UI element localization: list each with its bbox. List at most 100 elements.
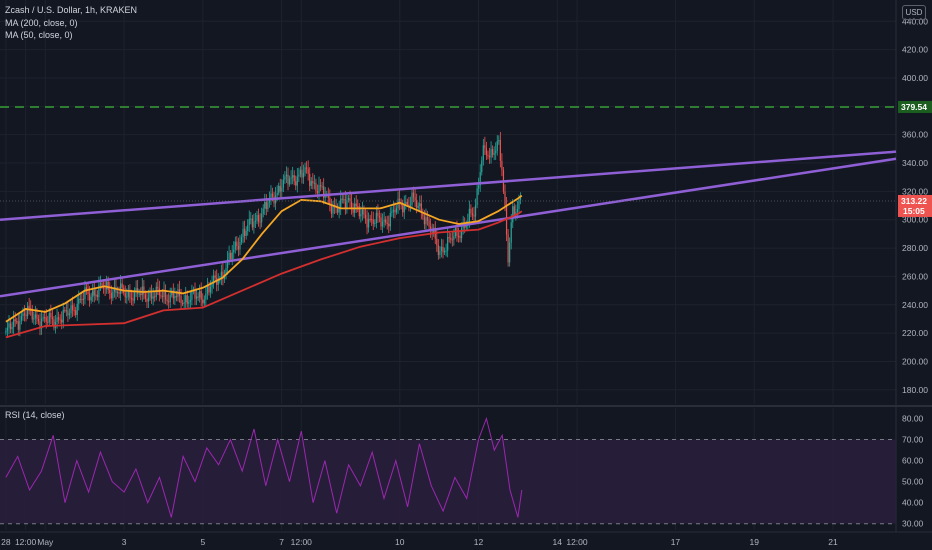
candle-body bbox=[180, 295, 182, 303]
candle-body bbox=[400, 203, 402, 206]
candle-body bbox=[507, 234, 509, 263]
candle-body bbox=[82, 299, 85, 301]
currency-button[interactable]: USD bbox=[902, 5, 926, 20]
candle-body bbox=[157, 286, 159, 289]
candle-body bbox=[457, 235, 460, 237]
candle-body bbox=[306, 167, 308, 169]
candle-body bbox=[39, 321, 41, 329]
candle-body bbox=[206, 285, 209, 294]
candle-body bbox=[73, 310, 75, 312]
candle-body bbox=[476, 188, 478, 206]
candle-body bbox=[8, 323, 10, 328]
candle-body bbox=[498, 140, 500, 142]
candle-body bbox=[78, 298, 80, 304]
ma200-legend[interactable]: MA (200, close, 0) bbox=[5, 18, 78, 28]
candle-body bbox=[383, 219, 385, 222]
candle-body bbox=[25, 314, 27, 317]
candle-body bbox=[20, 316, 23, 321]
candle-body bbox=[276, 192, 278, 196]
time-tick-label: 12 bbox=[474, 537, 484, 547]
candle-body bbox=[144, 294, 147, 299]
candle-body bbox=[391, 211, 393, 213]
candle-body bbox=[48, 312, 50, 323]
time-tick-label: 17 bbox=[671, 537, 681, 547]
candle-body bbox=[234, 241, 236, 250]
candle-body bbox=[64, 309, 66, 311]
candle-body bbox=[133, 290, 136, 301]
candle-body bbox=[161, 296, 164, 298]
candle-body bbox=[448, 237, 450, 239]
candle-body bbox=[298, 174, 300, 177]
time-tick-label: 21 bbox=[828, 537, 838, 547]
candle-body bbox=[211, 283, 213, 287]
candle-body bbox=[512, 206, 514, 223]
candle-body bbox=[140, 293, 142, 296]
candle-body bbox=[101, 283, 103, 287]
symbol-title[interactable]: Zcash / U.S. Dollar, 1h, KRAKEN bbox=[5, 5, 138, 15]
candle-body bbox=[402, 205, 404, 213]
candle-body bbox=[395, 208, 398, 213]
candle-body bbox=[447, 237, 449, 251]
candle-body bbox=[468, 208, 470, 222]
candle-body bbox=[110, 292, 112, 299]
candle-body bbox=[174, 296, 176, 299]
trendline bbox=[0, 150, 897, 221]
candle-body bbox=[516, 209, 519, 212]
candle-body bbox=[372, 219, 374, 224]
resistance-price-badge bbox=[898, 100, 932, 113]
candle-body bbox=[84, 287, 86, 300]
candle-body bbox=[115, 287, 117, 293]
time-tick-label: 3 bbox=[122, 537, 127, 547]
candle-body bbox=[132, 298, 134, 301]
candle-body bbox=[81, 299, 83, 301]
trendline bbox=[0, 157, 897, 298]
candle-body bbox=[380, 217, 382, 227]
candle-body bbox=[44, 317, 46, 319]
candle-body bbox=[13, 319, 15, 328]
candle-body bbox=[425, 217, 427, 225]
candle-body bbox=[11, 327, 13, 330]
candle-body bbox=[225, 268, 227, 276]
candle-body bbox=[50, 312, 52, 318]
candle-body bbox=[256, 215, 258, 221]
candle-body bbox=[493, 153, 495, 155]
candle-body bbox=[261, 213, 263, 223]
time-tick-label: 14 bbox=[553, 537, 563, 547]
candle-body bbox=[358, 206, 360, 217]
candle-body bbox=[487, 154, 489, 156]
candle-body bbox=[23, 313, 26, 315]
rsi-legend[interactable]: RSI (14, close) bbox=[5, 410, 65, 420]
ma50-legend[interactable]: MA (50, close, 0) bbox=[5, 30, 73, 40]
candle-body bbox=[146, 298, 148, 302]
candle-body bbox=[440, 246, 443, 251]
candle-body bbox=[164, 289, 167, 300]
candle-body bbox=[453, 236, 455, 240]
rsi-tick-label: 50.00 bbox=[902, 477, 924, 487]
candle-body bbox=[247, 225, 249, 231]
candle-body bbox=[368, 218, 370, 228]
candle-body bbox=[147, 297, 150, 302]
candle-body bbox=[96, 294, 98, 298]
candle-body bbox=[138, 293, 140, 295]
candle-body bbox=[510, 222, 512, 243]
time-tick-label: 19 bbox=[749, 537, 759, 547]
candle-body bbox=[106, 281, 108, 290]
candle-body bbox=[42, 317, 44, 319]
candle-body bbox=[329, 197, 331, 205]
candle-body bbox=[259, 221, 261, 223]
candle-body bbox=[59, 319, 61, 321]
candle-body bbox=[16, 321, 18, 323]
candles bbox=[5, 131, 522, 337]
candle-body bbox=[519, 197, 522, 200]
candle-body bbox=[439, 250, 441, 255]
candle-body bbox=[195, 296, 198, 299]
candle-body bbox=[337, 206, 339, 213]
rsi-tick-label: 70.00 bbox=[902, 435, 924, 445]
candle-body bbox=[62, 309, 64, 323]
candle-body bbox=[350, 201, 353, 209]
candle-body bbox=[27, 305, 29, 317]
candle-body bbox=[70, 305, 72, 314]
candle-body bbox=[120, 283, 122, 294]
candle-body bbox=[346, 200, 348, 208]
